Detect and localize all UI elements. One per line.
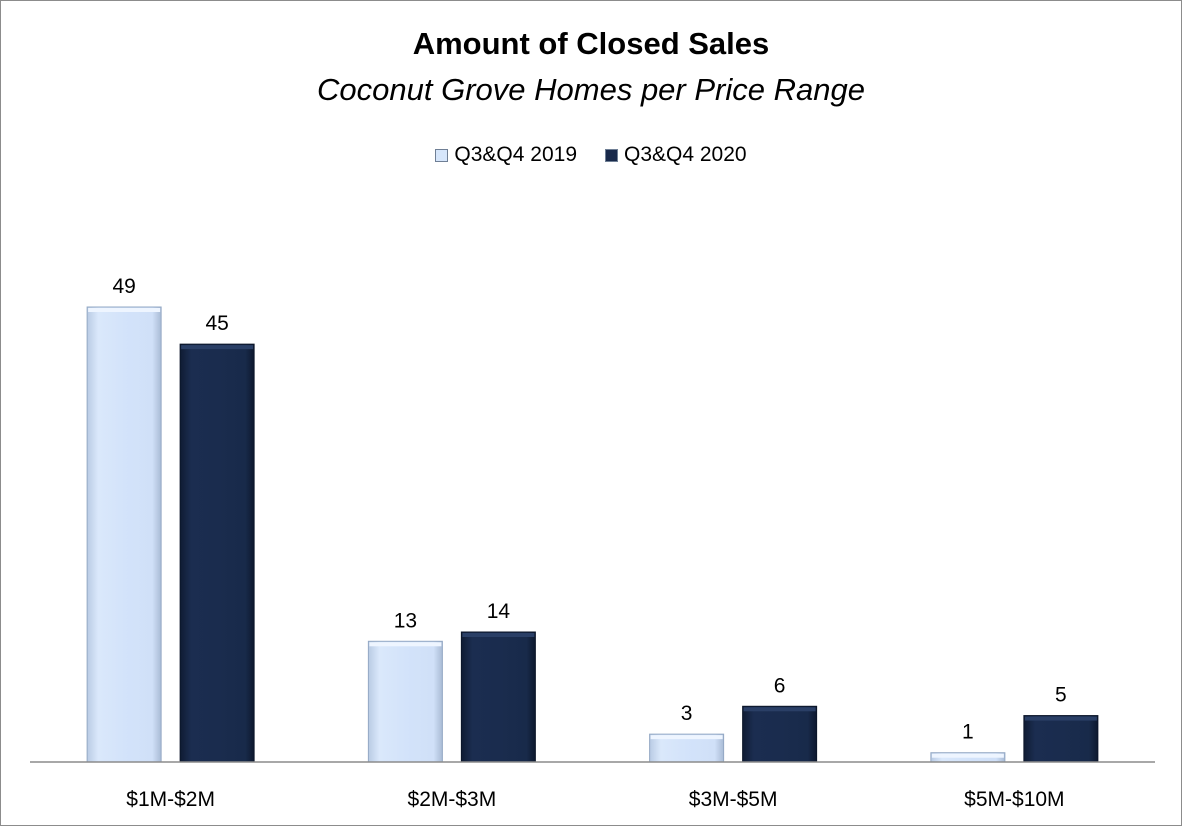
data-label-2019-3: 1 — [962, 721, 974, 744]
data-label-2020-1: 14 — [487, 600, 511, 623]
data-label-2020-0: 45 — [205, 312, 228, 335]
legend-swatch-2019 — [435, 148, 449, 162]
bar-2019-1 — [367, 640, 443, 763]
bar-bevel-2020-3 — [1024, 716, 1097, 721]
bar-bevel-2019-2 — [650, 735, 723, 740]
bar-2019-0 — [86, 306, 162, 763]
legend-swatch-2020 — [605, 148, 618, 162]
x-tick-label-1: $2M-$3M — [408, 788, 497, 811]
bar-2020-2 — [742, 705, 818, 763]
bar-bevel-2019-0 — [88, 308, 161, 312]
bar-2020-1 — [460, 631, 536, 763]
bar-bevel-2020-2 — [743, 707, 816, 712]
x-tick-label-0: $1M-$2M — [126, 788, 215, 811]
data-label-2020-3: 5 — [1055, 684, 1067, 707]
x-tick-label-3: $5M-$10M — [964, 788, 1064, 811]
data-label-2019-2: 3 — [681, 702, 693, 725]
chart-title: Amount of Closed Sales — [412, 26, 770, 61]
legend-label-2020: Q3&Q4 2020 — [624, 143, 747, 166]
bar-2020-0 — [179, 343, 255, 763]
bar-bevel-2019-3 — [931, 753, 1004, 758]
x-tick-label-2: $3M-$5M — [689, 788, 778, 811]
data-label-2019-1: 13 — [394, 609, 417, 632]
bar-bevel-2020-1 — [462, 633, 535, 637]
bar-bevel-2019-1 — [369, 642, 442, 647]
data-label-2019-0: 49 — [112, 275, 135, 298]
legend-item-2020: Q3&Q4 2020 — [605, 143, 747, 167]
chart-subtitle: Coconut Grove Homes per Price Range — [317, 72, 865, 107]
legend-label-2019: Q3&Q4 2019 — [454, 143, 577, 166]
bar-2020-3 — [1023, 715, 1099, 763]
legend: Q3&Q4 2019 Q3&Q4 2020 — [0, 143, 1182, 167]
legend-item-2019: Q3&Q4 2019 — [435, 143, 577, 167]
data-label-2020-2: 6 — [774, 674, 786, 697]
bar-bevel-2020-0 — [181, 345, 254, 350]
